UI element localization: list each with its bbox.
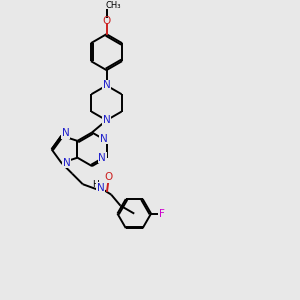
Text: N: N bbox=[103, 80, 110, 91]
Text: N: N bbox=[98, 153, 106, 163]
Text: F: F bbox=[159, 208, 165, 219]
Text: O: O bbox=[104, 172, 112, 182]
Text: H: H bbox=[92, 180, 99, 189]
Text: CH₃: CH₃ bbox=[105, 1, 121, 10]
Text: N: N bbox=[103, 115, 110, 125]
Text: O: O bbox=[102, 16, 111, 26]
Text: N: N bbox=[61, 128, 69, 138]
Text: N: N bbox=[100, 134, 107, 144]
Text: N: N bbox=[63, 158, 70, 168]
Text: N: N bbox=[97, 183, 104, 193]
